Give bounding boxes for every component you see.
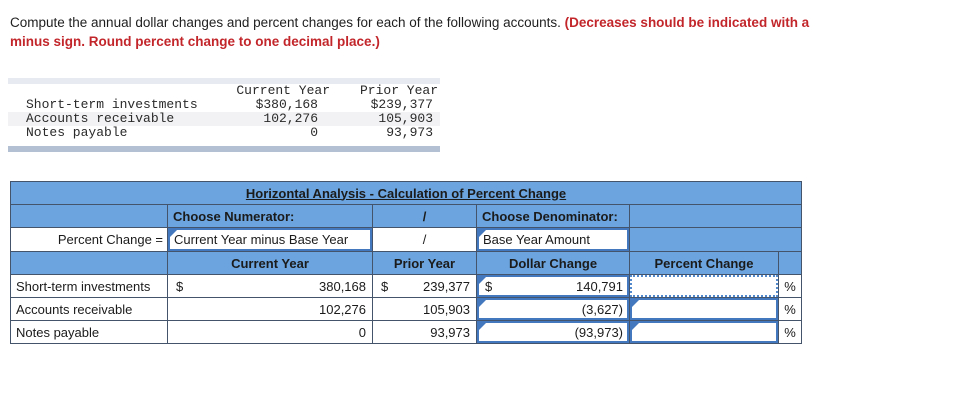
denominator-value: Base Year Amount [483,232,590,247]
source-table-top-band [8,78,440,84]
dollar-change-value: 140,791 [576,278,623,294]
source-prior-year-value: 105,903 [378,112,433,126]
choose-numerator-label: Choose Numerator: [168,205,372,227]
source-row-notes-payable: Notes payable 0 93,973 [8,126,440,140]
percent-symbol: % [779,298,801,320]
prior-year-value: 93,973 [430,324,470,340]
source-prior-year-value: $239,377 [370,98,433,112]
prior-year-value: 239,377 [423,278,470,294]
current-year-cell: $ 380,168 [168,275,372,297]
percent-change-input-wrap [630,298,778,320]
formula-label: Percent Change = [11,228,167,251]
dollar-change-value: (93,973) [574,324,623,340]
instruction-emphasis-line1: (Decreases should be indicated with a [564,15,810,30]
source-data-table: Current Year Prior Year Short-term inves… [8,78,440,140]
percent-change-cell [630,275,778,297]
blank-cell [11,205,167,227]
source-current-year-value: 0 [310,126,318,140]
currency-symbol: $ [176,278,184,294]
blank-cell [630,205,801,227]
percent-change-input[interactable] [632,277,776,295]
percent-change-input[interactable] [632,300,776,318]
denominator-select[interactable]: Base Year Amount [477,228,629,251]
percent-change-cell [630,321,778,343]
dollar-change-input[interactable]: (3,627) [477,298,629,320]
dollar-change-value: (3,627) [581,301,623,317]
source-current-year-value: $380,168 [255,98,318,112]
col-header-prior-year: Prior Year [373,252,476,274]
col-header-current-year: Current Year [168,252,372,274]
source-row-label: Accounts receivable [26,112,175,126]
current-year-value: 380,168 [319,278,366,294]
current-year-cell: 102,276 [168,298,372,320]
answer-corner-flag-icon [479,230,486,237]
instruction-normal: Compute the annual dollar changes and pe… [10,15,565,30]
percent-change-input[interactable] [632,323,776,341]
answer-corner-flag-icon [632,300,639,307]
prior-year-cell: 105,903 [373,298,476,320]
percent-change-input-wrap [630,275,778,297]
analysis-title: Horizontal Analysis - Calculation of Per… [245,185,567,201]
percent-change-cell [630,298,778,320]
dollar-change-cell: (93,973) [477,321,629,343]
blank-cell [630,228,801,251]
analysis-title-cell: Horizontal Analysis - Calculation of Per… [11,182,801,204]
answer-corner-flag-icon [632,323,639,330]
dollar-change-cell: (3,627) [477,298,629,320]
prior-year-value: 105,903 [423,301,470,317]
blank-cell [11,252,167,274]
current-year-value: 0 [358,324,366,340]
source-header-prior-year: Prior Year [359,84,438,98]
col-header-dollar-change: Dollar Change [477,252,629,274]
answer-corner-flag-icon [479,300,486,307]
slash-divider: / [373,228,476,251]
source-header-current-year: Current Year [236,84,330,98]
row-label-short-term-investments: Short-term investments [11,275,167,297]
currency-symbol: $ [485,278,493,294]
currency-symbol: $ [381,278,389,294]
slash-divider: / [373,205,476,227]
blank-cell [779,252,801,274]
source-row-label: Notes payable [26,126,128,140]
source-header-row: Current Year Prior Year [8,84,440,98]
answer-corner-flag-icon [479,277,486,284]
dollar-change-cell: $ 140,791 [477,275,629,297]
current-year-value: 102,276 [319,301,366,317]
current-year-cell: 0 [168,321,372,343]
prior-year-cell: $ 239,377 [373,275,476,297]
source-row-short-term-investments: Short-term investments $380,168 $239,377 [8,98,440,112]
prior-year-cell: 93,973 [373,321,476,343]
percent-change-input-wrap [630,321,778,343]
section-divider-bar [8,146,440,152]
answer-corner-flag-icon [170,230,177,237]
numerator-value: Current Year minus Base Year [174,232,349,247]
percent-symbol: % [779,275,801,297]
numerator-select[interactable]: Current Year minus Base Year [168,228,372,251]
percent-symbol: % [779,321,801,343]
source-prior-year-value: 93,973 [386,126,433,140]
numerator-cell: Current Year minus Base Year [168,228,372,251]
row-label-accounts-receivable: Accounts receivable [11,298,167,320]
source-row-accounts-receivable: Accounts receivable 102,276 105,903 [8,112,440,126]
source-current-year-value: 102,276 [263,112,318,126]
horizontal-analysis-table: Horizontal Analysis - Calculation of Per… [10,181,802,344]
instruction-emphasis-line2: minus sign. Round percent change to one … [10,34,380,49]
denominator-cell: Base Year Amount [477,228,629,251]
instruction-text: Compute the annual dollar changes and pe… [10,13,965,51]
choose-denominator-label: Choose Denominator: [477,205,629,227]
source-row-label: Short-term investments [26,98,198,112]
row-label-notes-payable: Notes payable [11,321,167,343]
col-header-percent-change: Percent Change [630,252,778,274]
answer-corner-flag-icon [479,323,486,330]
dollar-change-input[interactable]: $ 140,791 [477,275,629,297]
dollar-change-input[interactable]: (93,973) [477,321,629,343]
